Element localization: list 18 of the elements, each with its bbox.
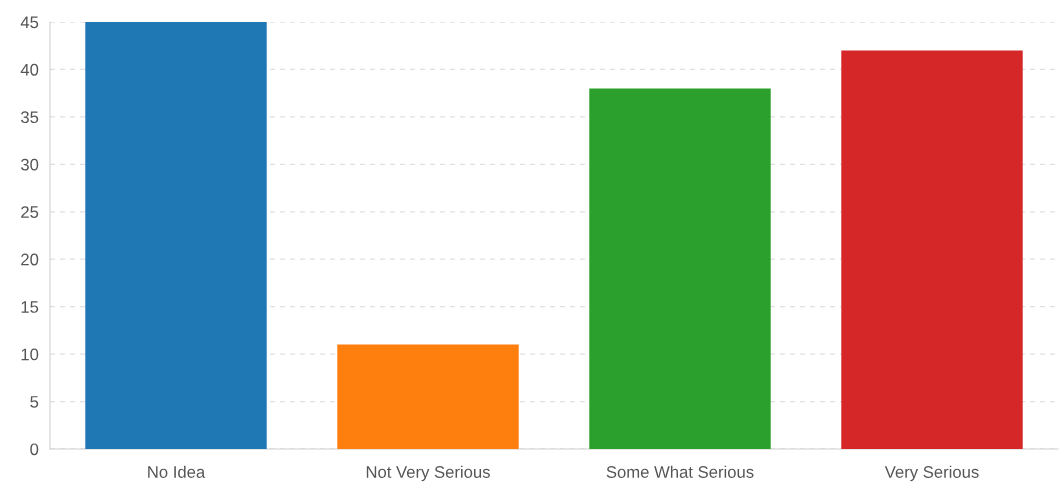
x-tick-label: Some What Serious bbox=[606, 465, 754, 478]
y-tick-label: 20 bbox=[21, 253, 39, 266]
x-tick-label: Not Very Serious bbox=[366, 465, 490, 482]
y-tick-label: 30 bbox=[20, 158, 39, 171]
y-tick-label: 5 bbox=[30, 396, 39, 408]
bar bbox=[85, 22, 267, 449]
x-tick-label: Very Serious bbox=[884, 465, 979, 482]
bar bbox=[841, 50, 1023, 449]
x-tick-label: No Idea bbox=[148, 465, 206, 478]
y-tick-label: 35 bbox=[20, 111, 39, 124]
y-tick-label: 10 bbox=[21, 348, 39, 361]
y-tick-label: 40 bbox=[20, 63, 39, 76]
y-tick-label: 25 bbox=[21, 206, 39, 218]
bar bbox=[337, 344, 519, 449]
y-tick-label: 45 bbox=[20, 16, 39, 29]
y-tick-label: 15 bbox=[21, 301, 39, 313]
y-tick-label: 0 bbox=[30, 443, 39, 456]
bar bbox=[589, 88, 771, 449]
